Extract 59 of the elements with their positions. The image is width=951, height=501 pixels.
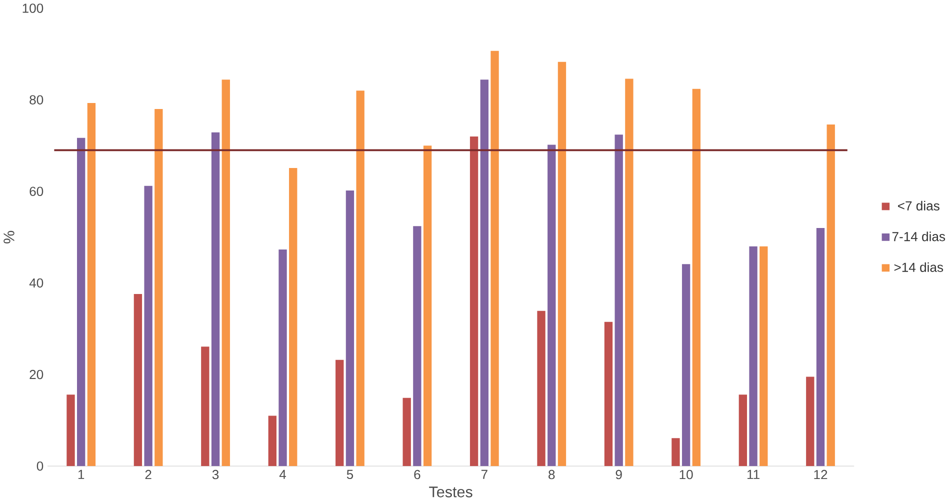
bar: [268, 416, 276, 466]
bar: [278, 250, 287, 466]
x-axis-title: Testes: [429, 486, 472, 498]
bar: [604, 322, 613, 466]
x-tick-label: 4: [279, 470, 286, 479]
bar: [672, 438, 680, 466]
x-tick-label: 7: [481, 470, 488, 479]
y-tick-label: 40: [29, 278, 44, 288]
y-tick-label: 80: [30, 95, 44, 104]
bar: [490, 50, 499, 466]
bar: [336, 360, 344, 466]
y-axis-title: %: [4, 230, 14, 244]
bar: [211, 132, 220, 466]
x-tick-label: 10: [680, 470, 693, 480]
y-tick-label: 100: [22, 4, 44, 13]
x-tick-label: 3: [212, 470, 219, 480]
x-tick-label: 1: [78, 470, 84, 479]
bar: [154, 108, 163, 466]
y-tick-label: 60: [30, 186, 44, 196]
bar: [480, 80, 488, 466]
bar: [537, 310, 546, 466]
bar: [558, 62, 566, 466]
bar: [548, 144, 556, 466]
y-tick-label: 0: [36, 461, 44, 471]
bar: [692, 88, 701, 466]
bar: [66, 394, 75, 466]
bar: [356, 90, 364, 466]
bar: [77, 138, 86, 466]
bar: [625, 78, 634, 466]
y-tick-label: 20: [30, 370, 44, 380]
legend-label: >14 dias: [894, 262, 944, 272]
bar: [201, 346, 210, 466]
legend-label: <7 dias: [898, 200, 940, 210]
legend-label: 7-14 dias: [892, 232, 946, 242]
x-tick-label: 5: [346, 470, 354, 480]
x-tick-label: 2: [145, 470, 152, 480]
bar: [760, 246, 768, 466]
bar: [682, 264, 690, 466]
bar: [749, 246, 758, 466]
x-tick-label: 11: [747, 470, 760, 479]
x-tick-label: 6: [414, 470, 420, 480]
bar: [470, 136, 478, 466]
bar: [806, 376, 814, 466]
bar: [402, 398, 411, 466]
bar: [87, 103, 96, 466]
bar: [614, 134, 623, 466]
bar: [413, 226, 422, 466]
x-tick-label: 9: [616, 470, 622, 480]
x-tick-label: 8: [548, 470, 555, 480]
bar: [144, 186, 152, 466]
bar: [423, 146, 432, 466]
bar: [826, 124, 835, 466]
bar: [816, 228, 825, 466]
bar: [289, 168, 298, 466]
x-tick-label: 12: [814, 470, 828, 480]
bar: [738, 394, 748, 466]
bar: [222, 80, 230, 466]
bar: [134, 294, 142, 466]
bar: [346, 190, 354, 466]
